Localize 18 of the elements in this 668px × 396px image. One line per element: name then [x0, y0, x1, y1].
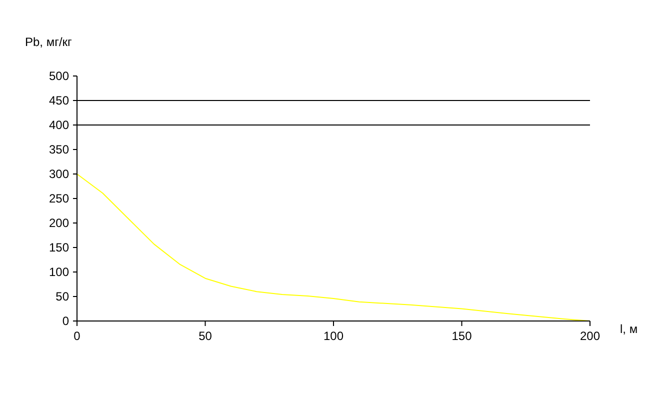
y-tick-label: 400 — [48, 118, 70, 132]
y-tick-label: 500 — [48, 69, 70, 84]
x-tick-label: 200 — [580, 329, 600, 343]
x-tick-label: 0 — [74, 329, 81, 343]
x-tick-label: 150 — [452, 329, 472, 343]
y-tick-label: 150 — [48, 240, 70, 255]
y-axis-title: Pb, мг/кг — [25, 35, 73, 49]
y-tick-label: 450 — [48, 94, 70, 108]
x-axis-title: l, м — [620, 322, 638, 336]
y-tick-label: 100 — [48, 265, 70, 280]
y-tick-label: 50 — [56, 290, 70, 304]
y-tick-label: 0 — [62, 314, 70, 328]
x-tick-label: 50 — [198, 329, 212, 343]
y-tick-label: 350 — [48, 142, 70, 157]
y-tick-label: 300 — [48, 167, 70, 182]
y-tick-label: 250 — [48, 192, 70, 206]
x-tick-label: 100 — [323, 329, 344, 343]
y-tick-label: 200 — [48, 216, 70, 230]
